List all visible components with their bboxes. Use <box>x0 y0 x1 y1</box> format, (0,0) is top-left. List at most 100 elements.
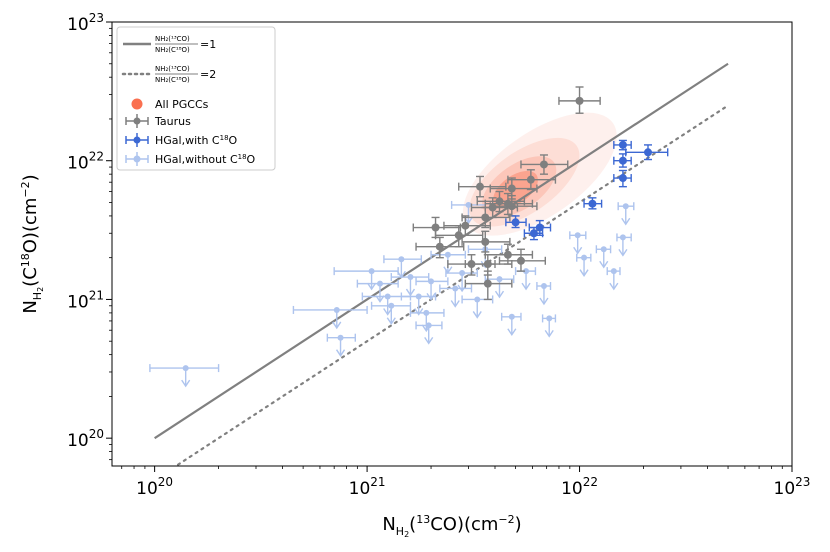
hgal_without-arrowhead-7 <box>386 317 396 326</box>
legend-ratio2-den: NH₂(C¹⁸O) <box>155 76 190 84</box>
points-layer <box>149 86 669 388</box>
taurus-point-9 <box>461 206 511 229</box>
hgal_without-point-13 <box>430 250 467 275</box>
hgal_with-marker-4 <box>588 199 597 208</box>
x-label-sup-iso: 13 <box>416 513 430 526</box>
hgal_without-marker-1 <box>337 334 344 341</box>
hgal_with-marker-2 <box>618 156 627 165</box>
hgal_without-point-10 <box>409 308 445 333</box>
taurus-point-0 <box>558 86 601 114</box>
y-label-sup-exp: −2 <box>19 181 32 197</box>
taurus-point-3 <box>489 177 538 200</box>
legend-hgal-without-end: O <box>247 153 256 166</box>
hgal_without-point-22 <box>536 281 552 306</box>
y-label-sup-iso: 18 <box>19 253 32 267</box>
hgal_without-point-14 <box>439 284 473 308</box>
taurus-point-8 <box>470 197 519 219</box>
y-label-end: ) <box>20 174 41 181</box>
hgal_without-marker-25 <box>581 254 588 261</box>
y-tick-label-3: 1023 <box>67 11 104 35</box>
taurus-point-4 <box>458 175 507 198</box>
hgal_without-marker-10 <box>423 309 430 316</box>
hgal_without-arrowhead-26 <box>599 260 609 269</box>
y-tick-label-1: 1021 <box>67 288 104 312</box>
hgal_without-point-12 <box>415 277 449 301</box>
taurus-marker-2 <box>526 175 535 184</box>
hgal_without-arrowhead-20 <box>507 328 517 337</box>
legend-hgal-without-swatch <box>125 152 149 166</box>
taurus-marker-12 <box>435 242 444 251</box>
hgal_with-marker-5 <box>535 223 544 232</box>
x-label-rest: ( <box>409 514 416 535</box>
taurus-point-19 <box>464 270 513 301</box>
hgal_with-point-3 <box>613 169 632 188</box>
legend-pgcc-label: All PGCCs <box>155 98 209 111</box>
y-axis-label: NH2(C18O)(cm−2) <box>19 174 45 313</box>
hgal_without-point-1 <box>326 333 356 357</box>
x-label-main: N <box>382 514 395 535</box>
hgal_with-point-2 <box>613 153 632 168</box>
hgal_with-marker-0 <box>618 140 627 149</box>
hgal_without-point-4 <box>356 279 399 303</box>
x-tick-label-3: 1023 <box>774 475 811 499</box>
hgal_without-arrowhead-19 <box>494 290 505 299</box>
legend-hgal-with-main: HGal,with C <box>155 134 220 147</box>
taurus-marker-13 <box>454 231 463 240</box>
x-tick-label-1: 1021 <box>349 475 386 499</box>
hgal_without-arrowhead-17 <box>472 311 482 319</box>
hgal_without-arrowhead-23 <box>544 330 554 338</box>
hgal_without-arrowhead-24 <box>573 246 583 255</box>
legend-pgcc-swatch <box>131 98 143 110</box>
taurus-marker-9 <box>481 213 490 222</box>
hgal_without-marker-17 <box>474 296 481 303</box>
line-ratio2 <box>173 104 730 466</box>
x-tick-label-2: 1022 <box>561 475 598 499</box>
hgal_without-arrowhead-14 <box>450 300 460 308</box>
hgal_without-arrowhead-29 <box>621 217 631 226</box>
line-ratio1 <box>154 62 729 440</box>
taurus-marker-0 <box>575 96 584 105</box>
hgal_without-arrowhead-8 <box>405 288 416 297</box>
legend-hgal-without-main: HGal,without C <box>155 153 238 166</box>
taurus-marker-1 <box>539 160 548 169</box>
taurus-point-16 <box>498 248 547 272</box>
legend-box <box>116 26 276 171</box>
y-label-main: N <box>20 300 41 313</box>
hgal_without-marker-9 <box>415 293 422 300</box>
kde-contour-0 <box>462 112 617 236</box>
legend-ratio2-rhs: =2 <box>200 68 216 81</box>
hgal_without-point-26 <box>595 245 612 269</box>
legend-ratio1-num: NH₂(¹³CO) <box>155 35 190 43</box>
hgal_without-point-11 <box>415 321 443 345</box>
y-label-subsub: 2 <box>36 287 45 292</box>
hgal_without-marker-11 <box>425 322 432 329</box>
hgal_without-arrowhead-9 <box>414 308 424 316</box>
hgal_without-arrowhead-12 <box>426 292 436 301</box>
y-tick-label-2: 1022 <box>67 150 104 174</box>
y-label-sub: H <box>31 292 44 300</box>
taurus-point-2 <box>507 169 557 191</box>
legend: NH₂(¹³CO) NH₂(C¹⁸O) =1 NH₂(¹³CO) NH₂(C¹⁸… <box>116 26 276 171</box>
hgal_without-arrowhead-5 <box>383 308 393 316</box>
hgal_without-point-0 <box>149 364 220 388</box>
legend-taurus-swatch <box>125 114 149 128</box>
hgal_without-arrowhead-4 <box>375 295 385 303</box>
ticks-layer: 1020 1021 1022 1023 1020 1021 1022 1023 <box>67 11 810 499</box>
hgal_without-point-19 <box>484 275 515 299</box>
legend-hgal-with-label: HGal,with C18O <box>155 134 238 147</box>
hgal_without-point-9 <box>400 292 437 316</box>
hgal_without-marker-8 <box>407 274 414 281</box>
taurus-marker-7 <box>507 202 516 211</box>
hgal_without-marker-2 <box>333 306 340 313</box>
taurus-marker-19 <box>483 279 492 288</box>
taurus-point-12 <box>415 236 465 259</box>
hgal_without-marker-3 <box>368 268 375 275</box>
taurus-marker-11 <box>431 223 440 232</box>
hgal_without-marker-15 <box>459 270 466 277</box>
legend-ratio1-den: NH₂(C¹⁸O) <box>155 46 190 54</box>
line-layer <box>154 62 730 466</box>
hgal_with-point-1 <box>625 144 669 161</box>
taurus-marker-15 <box>503 250 512 259</box>
x-label-sup-exp: −2 <box>498 513 514 526</box>
